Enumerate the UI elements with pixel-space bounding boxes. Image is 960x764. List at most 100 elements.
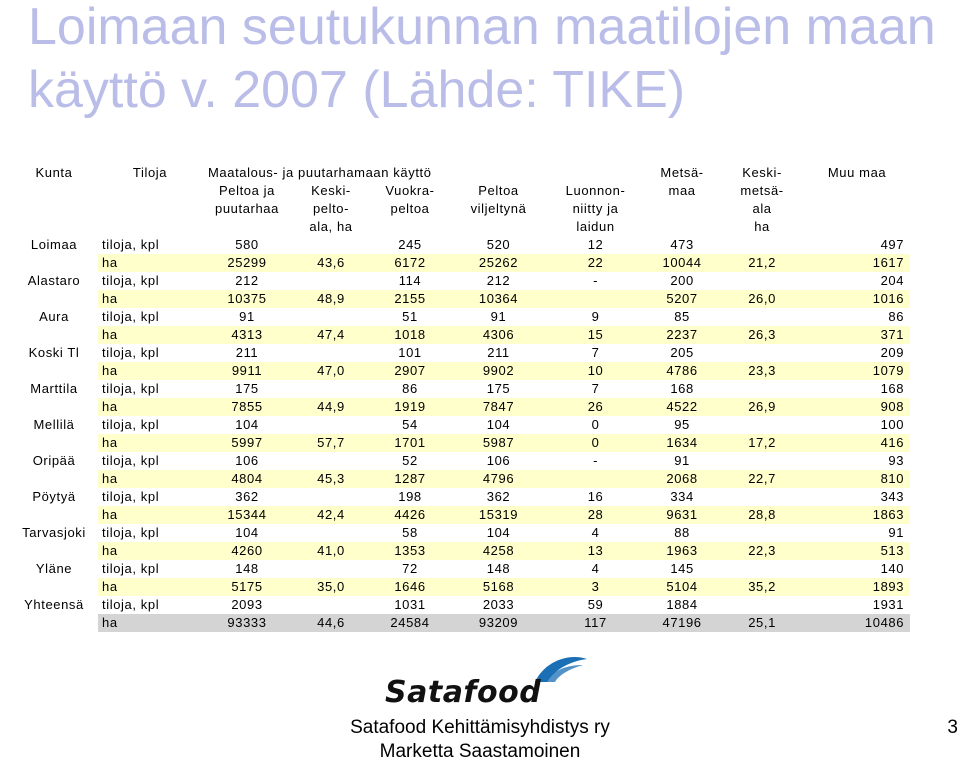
table-cell: 91: [888, 525, 905, 540]
table-cell: [292, 272, 370, 290]
table-cell: 7: [591, 381, 600, 396]
table-cell: [547, 290, 645, 308]
table-cell: 212: [486, 273, 511, 288]
table-row: ha 7855 44,9 1919 7847 26 4522 26,9 908: [10, 398, 911, 416]
table-cell: 17,2: [720, 434, 805, 452]
table-cell: 5168: [450, 578, 547, 596]
header-col1-1: Peltoa ja: [219, 183, 275, 198]
table-cell: 106: [486, 453, 511, 468]
table-row: ha 4260 41,0 1353 4258 13 1963 22,3 513: [10, 542, 911, 560]
table-row: Oripää tiloja, kpl 106 52 106 - 91 93: [10, 452, 910, 470]
table-cell: [720, 416, 804, 434]
table-cell: 22,3: [720, 542, 805, 560]
table-cell: -: [593, 273, 598, 288]
table-cell: 54: [402, 417, 418, 432]
table-cell: 26,9: [720, 398, 805, 416]
table-row: ha 4313 47,4 1018 4306 15 2237 26,3 371: [10, 326, 911, 344]
page-number: 3: [947, 717, 958, 738]
table-cell: 114: [398, 273, 422, 288]
table-cell: 59: [587, 597, 604, 612]
table-cell: [292, 488, 370, 506]
table-cell: 416: [804, 434, 911, 452]
unit-label: tiloja, kpl: [102, 381, 160, 396]
table-cell: 4796: [450, 470, 547, 488]
table-cell: 51: [402, 309, 418, 324]
table-cell: [292, 452, 370, 470]
unit-label: tiloja, kpl: [102, 453, 160, 468]
table-row: Koski Tl tiloja, kpl 211 101 211 7 205 209: [10, 344, 910, 362]
table-cell: 2093: [231, 597, 263, 612]
table-cell: 473: [670, 237, 694, 252]
table-cell: 580: [235, 237, 259, 252]
table-cell: 88: [674, 525, 690, 540]
unit-label: tiloja, kpl: [102, 561, 160, 576]
table-cell: 4: [591, 525, 600, 540]
table-row: ha 9911 47,0 2907 9902 10 4786 23,3 1079: [10, 362, 911, 380]
table-cell: [720, 272, 804, 290]
table-cell: 26,0: [720, 290, 805, 308]
unit-label: ha: [98, 506, 202, 524]
table-cell: 93209: [450, 614, 547, 632]
table-cell: 1931: [872, 597, 905, 612]
table-cell: 1617: [804, 254, 911, 272]
header-col5-2: niitty ja: [572, 201, 619, 216]
table-cell: 211: [235, 345, 259, 360]
unit-label: ha: [98, 434, 202, 452]
land-use-table: Kunta Tiloja Maatalous- ja puutarhamaan …: [10, 164, 911, 632]
table-cell: [292, 524, 370, 542]
table-cell: 25,1: [720, 614, 805, 632]
table-row: ha 4804 45,3 1287 4796 2068 22,7 810: [10, 470, 911, 488]
table-cell: 209: [880, 345, 905, 360]
unit-label: ha: [98, 614, 202, 632]
logo-text: Satafood: [385, 675, 542, 710]
header-keskimetsaala-3: ala: [752, 201, 772, 216]
municipality-name: Aura: [39, 309, 69, 324]
unit-label: ha: [98, 470, 202, 488]
table-cell: [720, 452, 804, 470]
table-cell: 0: [547, 434, 645, 452]
table-cell: [292, 416, 370, 434]
table-cell: 35,2: [720, 578, 805, 596]
header-col2-2: pelto-: [312, 201, 350, 216]
table-cell: 4313: [202, 326, 292, 344]
table-cell: 3: [547, 578, 645, 596]
table-cell: 6172: [370, 254, 450, 272]
table-cell: 104: [235, 525, 259, 540]
table-cell: 5997: [202, 434, 292, 452]
header-col3-2: peltoa: [390, 201, 430, 216]
municipality-name: Oripää: [32, 453, 76, 468]
table-cell: 24584: [370, 614, 450, 632]
table-cell: 2237: [644, 326, 721, 344]
table-cell: 148: [486, 561, 511, 576]
table-cell: 4: [591, 561, 600, 576]
unit-label: ha: [98, 362, 202, 380]
header-metsamaa-2: maa: [668, 183, 696, 198]
municipality-name: Mellilä: [33, 417, 75, 432]
table-cell: 15: [547, 326, 645, 344]
table-cell: 1919: [370, 398, 450, 416]
table-cell: 4426: [370, 506, 450, 524]
table-cell: 104: [486, 417, 511, 432]
table-cell: [720, 344, 804, 362]
table-cell: [720, 524, 804, 542]
table-cell: 205: [670, 345, 694, 360]
table-cell: 91: [674, 453, 690, 468]
municipality-name: Pöytyä: [32, 489, 76, 504]
table-cell: 35,0: [292, 578, 370, 596]
table-cell: 91: [239, 309, 255, 324]
unit-label: ha: [98, 290, 202, 308]
table-cell: [720, 488, 804, 506]
table-cell: 47,4: [292, 326, 370, 344]
table-cell: 23,3: [720, 362, 805, 380]
table-cell: 1031: [394, 597, 426, 612]
unit-label: ha: [98, 398, 202, 416]
header-keskimetsaala-4: ha: [754, 219, 770, 234]
table-cell: 1884: [666, 597, 698, 612]
table-cell: 104: [486, 525, 511, 540]
unit-label: ha: [98, 254, 202, 272]
unit-label: tiloja, kpl: [102, 237, 160, 252]
table-cell: 334: [670, 489, 694, 504]
table-cell: 9: [591, 309, 600, 324]
satafood-logo: Satafood: [385, 655, 605, 715]
table-cell: 5987: [450, 434, 547, 452]
